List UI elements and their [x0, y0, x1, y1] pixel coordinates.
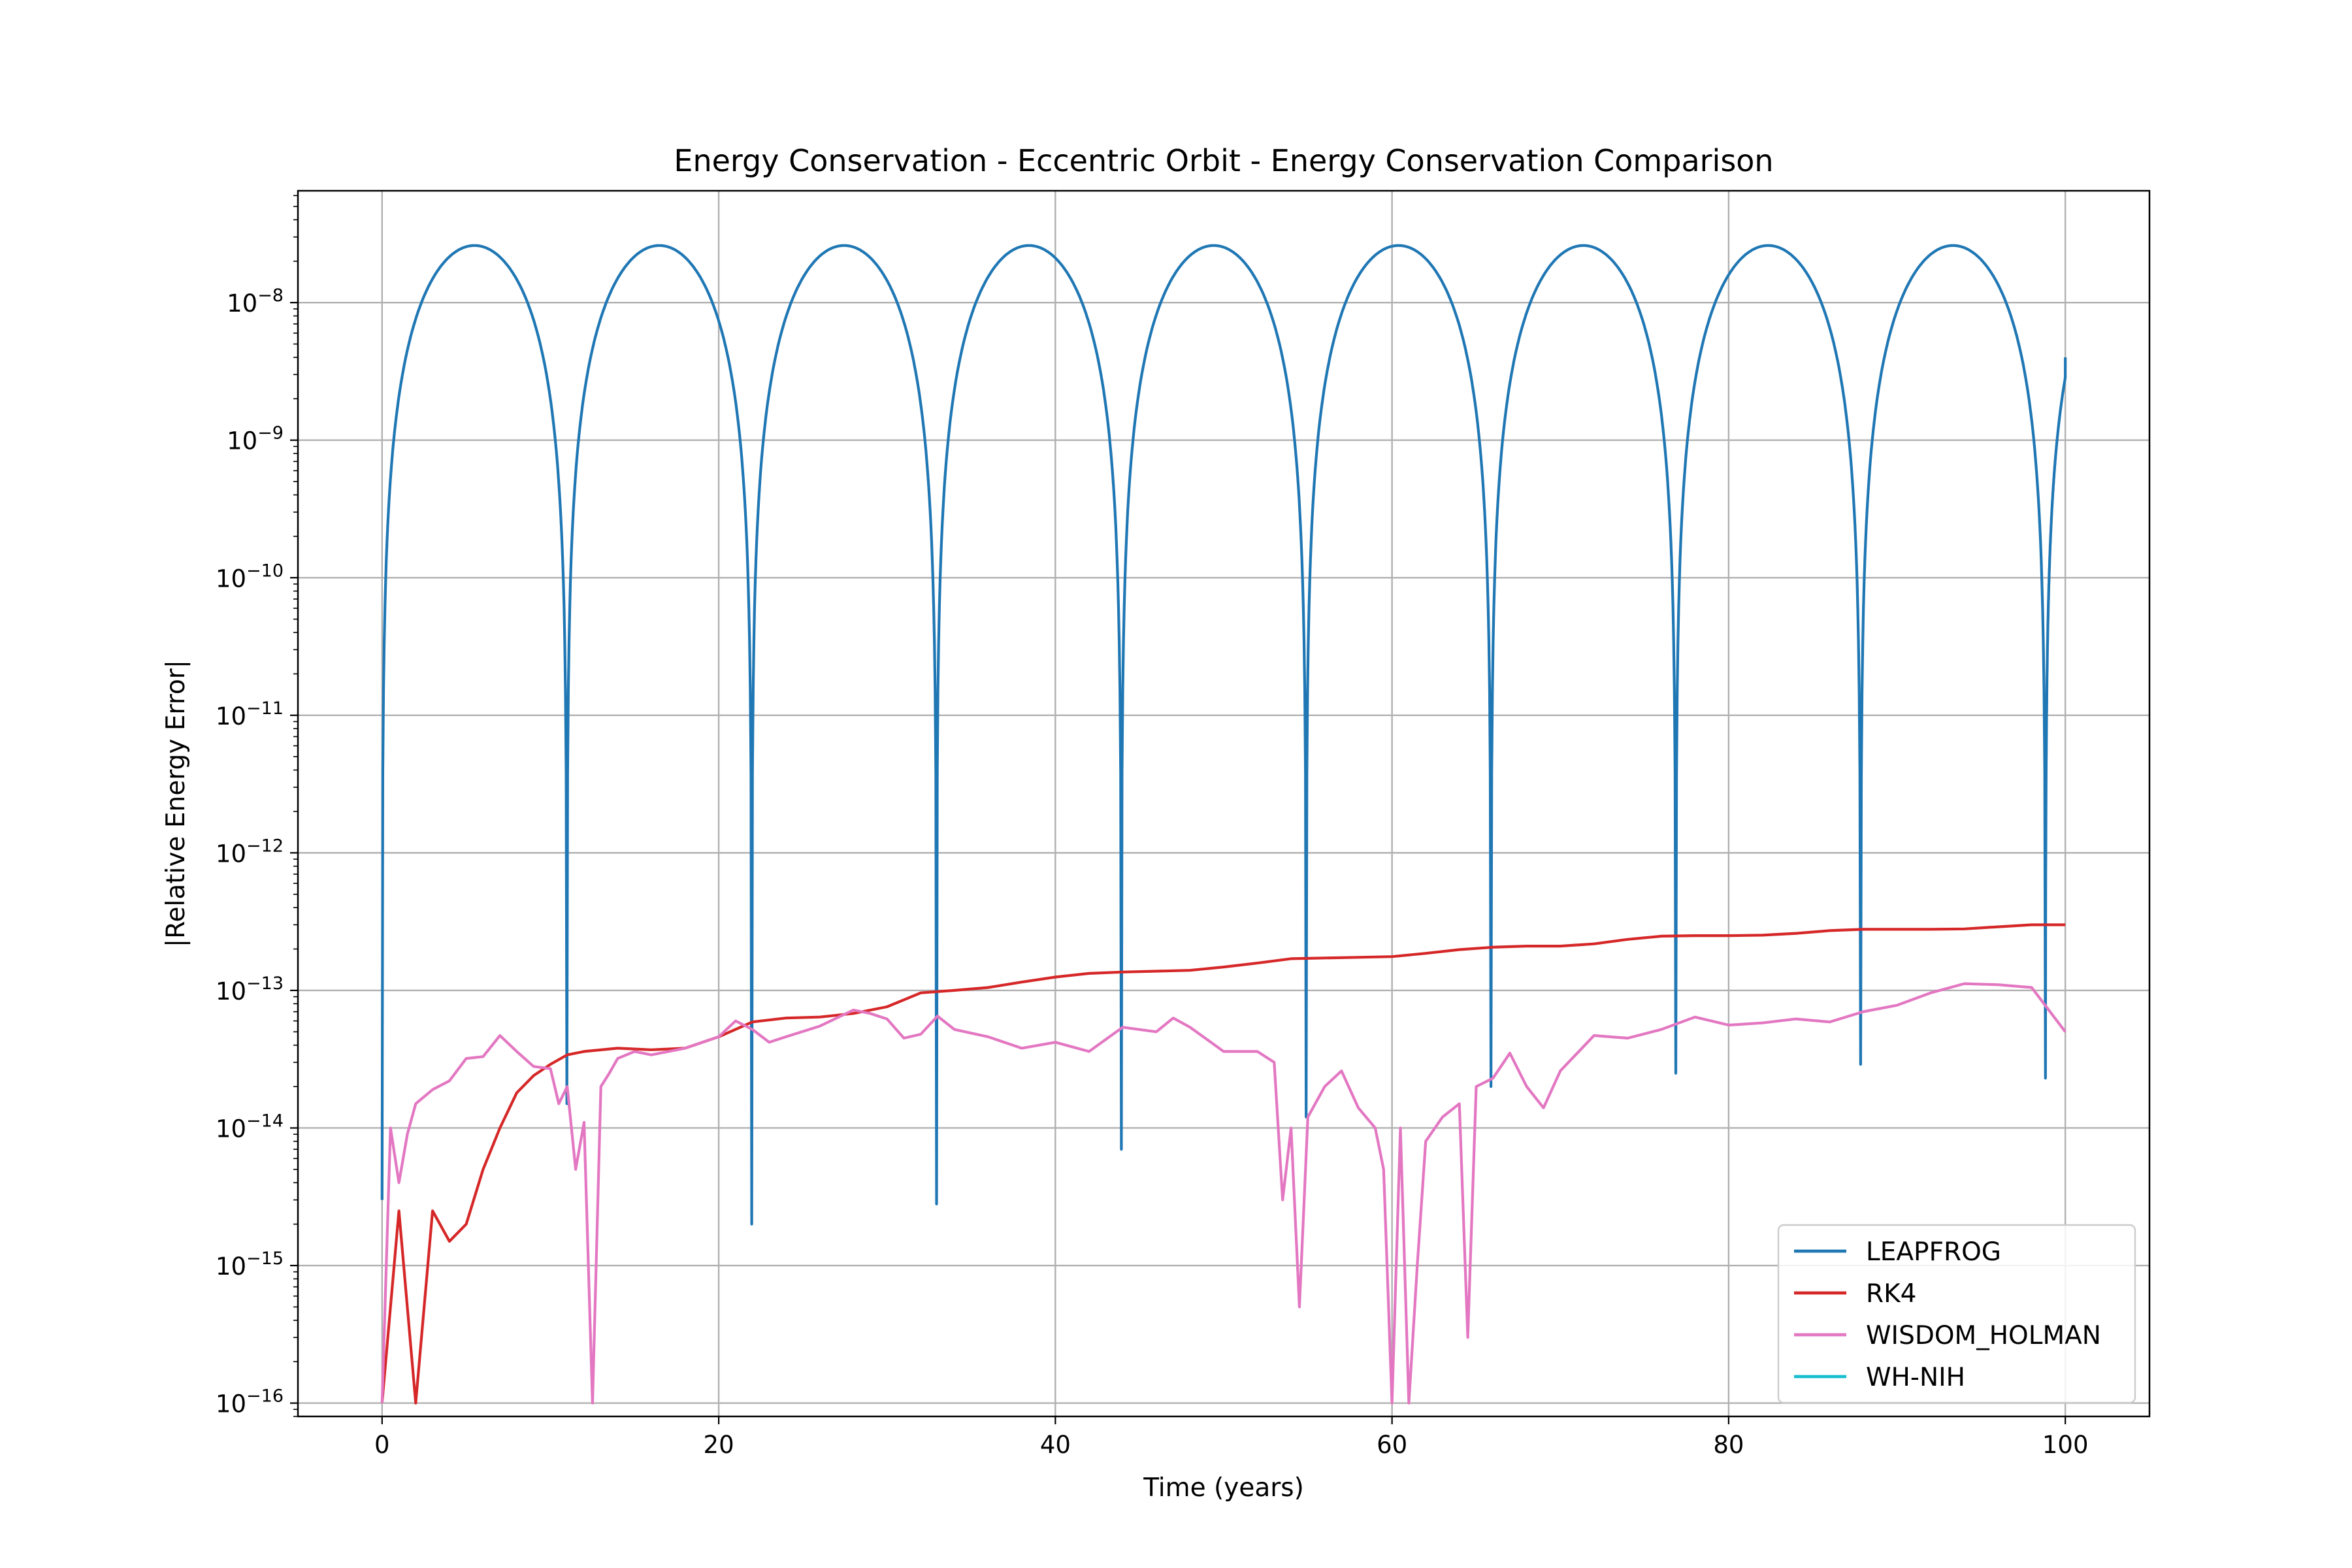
x-axis-ticks: 0 20 40 60 80 100 — [374, 1416, 2088, 1459]
y-tick-label: 10−15 — [216, 1249, 284, 1281]
legend-label: WH-NIH — [1866, 1363, 1965, 1392]
y-tick-label: 10−9 — [227, 423, 284, 455]
x-tick-label: 80 — [1713, 1431, 1744, 1459]
legend-label: LEAPFROG — [1866, 1237, 2001, 1267]
x-tick-label: 60 — [1377, 1431, 1407, 1459]
chart-title: Energy Conservation - Eccentric Orbit - … — [674, 143, 1773, 178]
x-tick-label: 100 — [2042, 1431, 2089, 1459]
legend-label: WISDOM_HOLMAN — [1866, 1321, 2101, 1350]
y-tick-label: 10−8 — [227, 286, 284, 318]
y-tick-label: 10−11 — [216, 698, 284, 730]
plot-series-area — [380, 244, 2067, 1405]
legend-label: RK4 — [1866, 1279, 1917, 1309]
y-axis-ticks: 10−16 10−15 10−14 10−13 10−12 10−11 10−10 10−9 1… — [216, 195, 298, 1418]
x-axis-label: Time (years) — [1143, 1473, 1304, 1503]
legend-box — [1777, 1224, 2136, 1404]
y-tick-label: 10−16 — [216, 1386, 284, 1418]
grid-lines — [298, 191, 2149, 1416]
x-tick-label: 40 — [1040, 1431, 1071, 1459]
y-tick-label: 10−10 — [216, 561, 284, 593]
y-tick-label: 10−13 — [216, 973, 284, 1005]
x-tick-label: 0 — [374, 1431, 390, 1459]
plot-frame — [297, 189, 2151, 1418]
series-line-leapfrog — [380, 244, 2067, 1226]
x-tick-label: 20 — [704, 1431, 734, 1459]
y-axis-label: |Relative Energy Error| — [161, 660, 191, 947]
series-line-rk4 — [380, 923, 2066, 1405]
series-line-wisdom-holman — [380, 982, 2066, 1405]
y-tick-label: 10−12 — [216, 836, 284, 868]
y-tick-label: 10−14 — [216, 1111, 284, 1143]
legend: LEAPFROG RK4 WISDOM_HOLMAN WH-NIH — [1777, 1224, 2136, 1404]
